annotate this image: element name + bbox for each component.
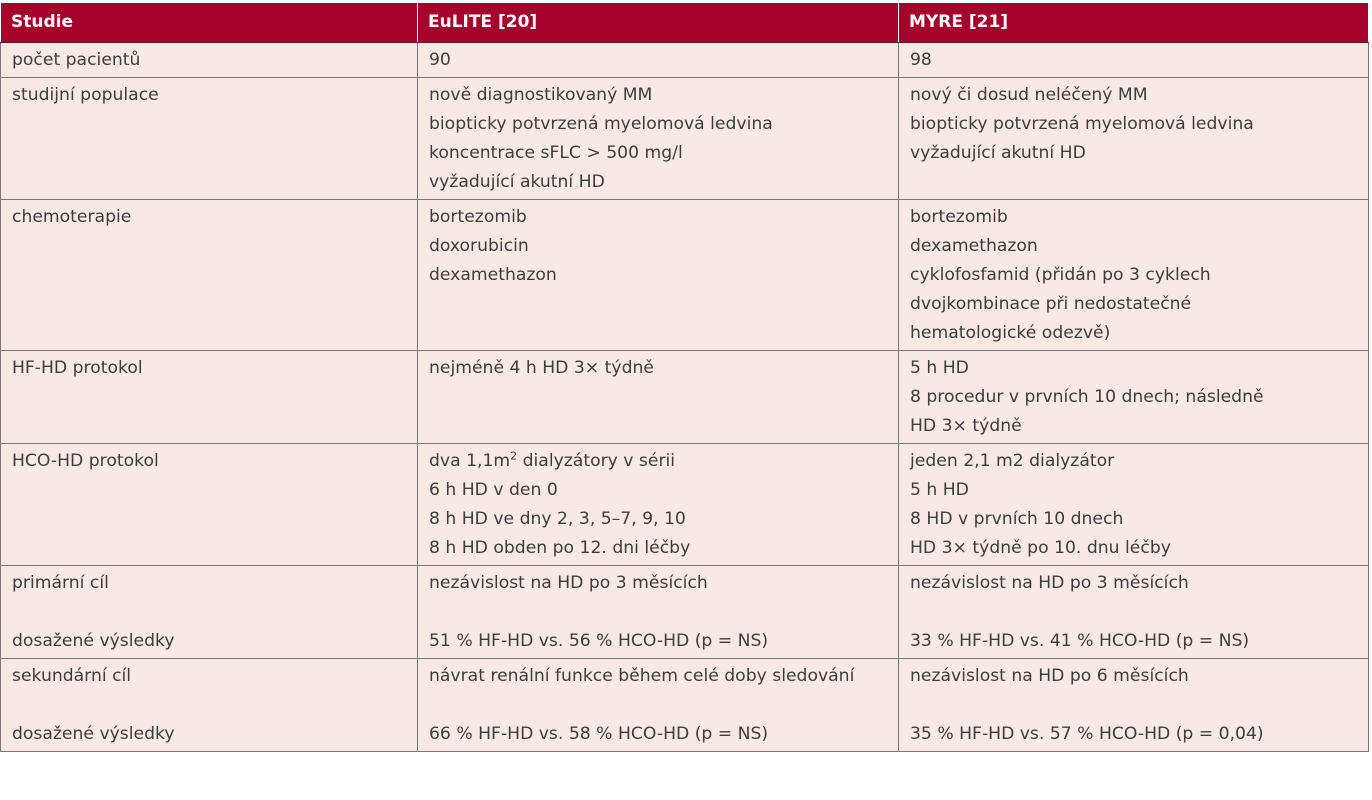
myre-cell: jeden 2,1 m2 dialyzátor 5 h HD 8 HD v pr…: [898, 443, 1369, 566]
eulite-cell: dva 1,1m2 dialyzátory v sérii 6 h HD v d…: [417, 443, 899, 566]
eulite-cell: 90: [417, 42, 899, 78]
cell-line: doxorubicin: [429, 236, 529, 256]
cell-line: nezávislost na HD po 3 měsících: [429, 573, 708, 593]
spacer: [910, 691, 1358, 720]
header-eulite: EuLITE [20]: [417, 2, 899, 43]
spacer: [910, 598, 1358, 627]
table-row: chemoterapie bortezomib doxorubicin dexa…: [0, 199, 1369, 351]
table-row: sekundární cíl dosažené výsledky návrat …: [0, 658, 1369, 752]
header-studie: Studie: [0, 2, 418, 43]
comparison-table: Studie EuLITE [20] MYRE [21] počet pacie…: [0, 2, 1369, 752]
header-row: Studie EuLITE [20] MYRE [21]: [0, 2, 1369, 43]
cell-line: bortezomib: [910, 207, 1008, 227]
cell-line: dva 1,1m2 dialyzátory v sérii: [429, 447, 888, 476]
spacer: [12, 691, 407, 720]
cell-line: sekundární cíl: [12, 666, 132, 686]
myre-cell: nezávislost na HD po 3 měsících 33 % HF-…: [898, 565, 1369, 659]
cell-line: dexamethazon: [429, 265, 557, 285]
cell-line: 35 % HF-HD vs. 57 % HCO-HD (p = 0,04): [910, 724, 1264, 744]
row-label-cell: sekundární cíl dosažené výsledky: [0, 658, 418, 752]
cell-line: 8 HD v prvních 10 dnech: [910, 509, 1124, 529]
cell-line: jeden 2,1 m2 dialyzátor: [910, 451, 1115, 471]
spacer: [12, 598, 407, 627]
cell-line: 66 % HF-HD vs. 58 % HCO-HD (p = NS): [429, 724, 769, 744]
cell-line: cyklofosfamid (přidán po 3 cyklech: [910, 265, 1211, 285]
cell-line: 8 h HD ve dny 2, 3, 5–7, 9, 10: [429, 509, 686, 529]
cell-line: HD 3× týdně: [910, 416, 1022, 436]
eulite-cell: nezávislost na HD po 3 měsících 51 % HF-…: [417, 565, 899, 659]
cell-line: bortezomib: [429, 207, 527, 227]
row-label-cell: HF-HD protokol: [0, 350, 418, 444]
cell-line: nezávislost na HD po 6 měsících: [910, 666, 1189, 686]
eulite-cell: návrat renální funkce během celé doby sl…: [417, 658, 899, 752]
cell-line: 98: [910, 50, 932, 70]
table-row: počet pacientů 90 98: [0, 42, 1369, 78]
cell-line: dosažené výsledky: [12, 631, 175, 651]
table-row: HF-HD protokol nejméně 4 h HD 3× týdně 5…: [0, 350, 1369, 444]
myre-cell: nezávislost na HD po 6 měsících 35 % HF-…: [898, 658, 1369, 752]
myre-cell: nový či dosud neléčený MM biopticky potv…: [898, 77, 1369, 200]
cell-line: HF-HD protokol: [12, 358, 143, 378]
cell-line: 51 % HF-HD vs. 56 % HCO-HD (p = NS): [429, 631, 769, 651]
cell-line: biopticky potvrzená myelomová ledvina: [429, 114, 773, 134]
cell-line: 5 h HD: [910, 358, 969, 378]
eulite-cell: nově diagnostikovaný MM biopticky potvrz…: [417, 77, 899, 200]
cell-line: nově diagnostikovaný MM: [429, 85, 653, 105]
cell-line: 8 h HD obden po 12. dni léčby: [429, 538, 691, 558]
cell-line: 6 h HD v den 0: [429, 480, 558, 500]
cell-line: HD 3× týdně po 10. dnu léčby: [910, 538, 1171, 558]
cell-line: koncentrace sFLC > 500 mg/l: [429, 143, 683, 163]
myre-cell: bortezomib dexamethazon cyklofosfamid (p…: [898, 199, 1369, 351]
spacer: [429, 691, 888, 720]
cell-line: počet pacientů: [12, 50, 141, 70]
cell-line: HCO-HD protokol: [12, 451, 159, 471]
cell-line: vyžadující akutní HD: [429, 172, 605, 192]
cell-line: vyžadující akutní HD: [910, 143, 1086, 163]
row-label-cell: chemoterapie: [0, 199, 418, 351]
cell-line: studijní populace: [12, 85, 159, 105]
superscript: 2: [510, 449, 518, 463]
cell-line: dexamethazon: [910, 236, 1038, 256]
cell-line: nejméně 4 h HD 3× týdně: [429, 358, 654, 378]
cell-line: 90: [429, 50, 451, 70]
cell-line: chemoterapie: [12, 207, 132, 227]
table-container: Studie EuLITE [20] MYRE [21] počet pacie…: [0, 2, 1369, 752]
row-label-cell: počet pacientů: [0, 42, 418, 78]
row-label-cell: HCO-HD protokol: [0, 443, 418, 566]
cell-text: dialyzátory v sérii: [517, 451, 676, 471]
table-row: studijní populace nově diagnostikovaný M…: [0, 77, 1369, 200]
header-myre: MYRE [21]: [898, 2, 1369, 43]
cell-line: 8 procedur v prvních 10 dnech; následně: [910, 387, 1264, 407]
eulite-cell: nejméně 4 h HD 3× týdně: [417, 350, 899, 444]
cell-text: dva 1,1m: [429, 451, 511, 471]
eulite-cell: bortezomib doxorubicin dexamethazon: [417, 199, 899, 351]
table-row: primární cíl dosažené výsledky nezávislo…: [0, 565, 1369, 659]
myre-cell: 98: [898, 42, 1369, 78]
cell-line: návrat renální funkce během celé doby sl…: [429, 666, 855, 686]
cell-line: 33 % HF-HD vs. 41 % HCO-HD (p = NS): [910, 631, 1250, 651]
row-label-cell: primární cíl dosažené výsledky: [0, 565, 418, 659]
cell-line: dvojkombinace při nedostatečné: [910, 294, 1192, 314]
myre-cell: 5 h HD 8 procedur v prvních 10 dnech; ná…: [898, 350, 1369, 444]
cell-line: hematologické odezvě): [910, 323, 1111, 343]
cell-line: 5 h HD: [910, 480, 969, 500]
cell-line: nezávislost na HD po 3 měsících: [910, 573, 1189, 593]
cell-line: biopticky potvrzená myelomová ledvina: [910, 114, 1254, 134]
cell-line: nový či dosud neléčený MM: [910, 85, 1148, 105]
cell-line: dosažené výsledky: [12, 724, 175, 744]
spacer: [429, 598, 888, 627]
row-label-cell: studijní populace: [0, 77, 418, 200]
cell-line: primární cíl: [12, 573, 109, 593]
table-row: HCO-HD protokol dva 1,1m2 dialyzátory v …: [0, 443, 1369, 566]
